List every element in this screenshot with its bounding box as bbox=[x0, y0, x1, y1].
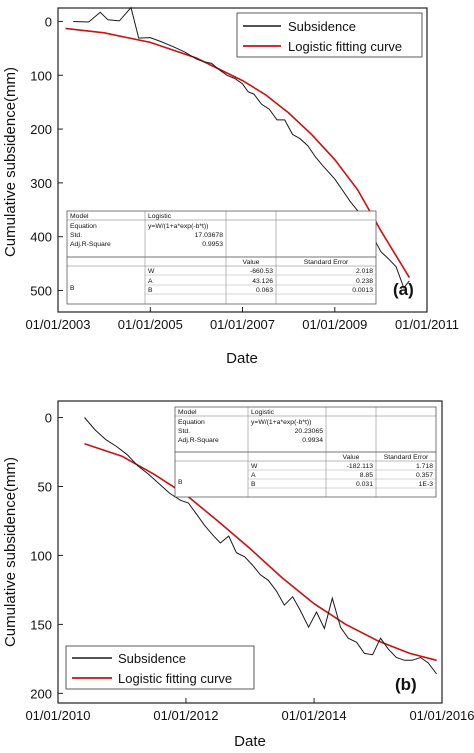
chart-a-table-param-w-name: W bbox=[148, 268, 155, 275]
chart-b-legend-box bbox=[65, 645, 255, 690]
chart-b-table-std-label: Std. bbox=[178, 428, 190, 435]
chart-b-legend-label-subsidence: Subsidence bbox=[118, 651, 186, 666]
chart-a-table-model-value: Logistic bbox=[148, 213, 172, 220]
chart-b-table-value-header: Value bbox=[343, 454, 360, 461]
chart-b-x-tick-label: 01/01/2010 bbox=[25, 708, 90, 723]
chart-b-table-stderr-header: Standard Error bbox=[384, 454, 429, 461]
chart-b-table-equation-value: y=W/(1+a*exp(-b*t)) bbox=[251, 419, 311, 426]
chart-b-table-param-b-stderr: 1E-3 bbox=[419, 481, 434, 488]
chart-a-table-param-b-name: B bbox=[148, 287, 153, 294]
chart-b-y-ticks: 0 50 100 150 200 bbox=[30, 411, 63, 701]
chart-a-x-tick-label: 01/01/2007 bbox=[210, 317, 275, 332]
chart-b-table-std-value: 20.23065 bbox=[295, 428, 324, 435]
chart-b-table-equation-label: Equation bbox=[178, 419, 205, 426]
chart-b-x-tick-label: 01/01/2012 bbox=[153, 708, 218, 723]
chart-b-table-param-a-name: A bbox=[251, 472, 256, 479]
chart-b-legend: Subsidence Logistic fitting curve bbox=[65, 645, 255, 690]
chart-b-x-tick-label: 01/01/2016 bbox=[409, 708, 474, 723]
chart-a-panel-label: (a) bbox=[393, 280, 414, 299]
chart-a-table-param-w-stderr: 2.018 bbox=[356, 268, 373, 275]
chart-a-legend-box bbox=[236, 12, 423, 58]
chart-a-y-tick-label: 300 bbox=[30, 176, 52, 191]
chart-a-x-ticks: 01/01/2003 01/01/2005 01/01/2007 01/01/2009… bbox=[25, 307, 459, 332]
chart-b-y-tick-label: 200 bbox=[30, 686, 52, 701]
chart-b-table-adjr-label: Adj.R-Square bbox=[178, 437, 219, 444]
chart-a-y-tick-label: 100 bbox=[30, 68, 52, 83]
chart-a-table-std-value: 17.03678 bbox=[195, 232, 224, 239]
chart-a-table-equation-value: y=W/(1+a*exp(-b*t)) bbox=[148, 223, 208, 230]
chart-b-table-group-label: B bbox=[178, 479, 183, 486]
chart-b-table-adjr-value: 0.9934 bbox=[302, 437, 323, 444]
chart-a-series-logistic-fit bbox=[65, 27, 411, 279]
chart-a-x-tick-label: 01/01/2005 bbox=[118, 317, 183, 332]
chart-b-table-model-label: Model bbox=[178, 409, 197, 416]
chart-a-legend-label-subsidence: Subsidence bbox=[288, 19, 356, 34]
chart-a-y-tick-label: 400 bbox=[30, 230, 52, 245]
chart-a-legend: Subsidence Logistic fitting curve bbox=[236, 12, 423, 58]
chart-b-x-axis-label: Date bbox=[234, 733, 266, 750]
chart-a-table-param-a-stderr: 0.238 bbox=[356, 278, 373, 285]
chart-a-table-param-b-stderr: 0.0013 bbox=[352, 287, 373, 294]
chart-a-y-ticks: 0 100 200 300 400 500 bbox=[30, 14, 63, 298]
chart-a-stats-table: Model Logistic Equation y=W/(1+a*exp(-b*… bbox=[66, 210, 377, 305]
chart-a-table-value-header: Value bbox=[243, 259, 260, 266]
chart-b-y-tick-label: 100 bbox=[30, 548, 52, 563]
chart-a-y-tick-label: 500 bbox=[30, 283, 52, 298]
chart-b-table-param-a-stderr: 0.357 bbox=[416, 472, 433, 479]
chart-a-table-param-b-value: 0.063 bbox=[256, 287, 273, 294]
chart-b-legend-label-logistic: Logistic fitting curve bbox=[118, 671, 232, 686]
chart-a-y-tick-label: 200 bbox=[30, 122, 52, 137]
chart-b-table-param-w-stderr: 1.718 bbox=[416, 463, 433, 470]
chart-b-y-axis-label: Cumulative subsidence(mm) bbox=[2, 457, 19, 647]
chart-b-table-param-b-value: 0.031 bbox=[356, 481, 373, 488]
chart-b-panel-label: (b) bbox=[395, 675, 417, 694]
chart-a-x-tick-label: 01/01/2009 bbox=[302, 317, 367, 332]
chart-a-table-param-a-value: 43.126 bbox=[252, 278, 273, 285]
chart-a-legend-label-logistic: Logistic fitting curve bbox=[288, 39, 402, 54]
chart-b-series-logistic-fit bbox=[84, 442, 437, 662]
chart-a-table-model-label: Model bbox=[70, 213, 89, 220]
chart-b-table-model-value: Logistic bbox=[251, 409, 275, 416]
chart-a-x-axis-label: Date bbox=[226, 350, 258, 367]
chart-b-series-subsidence bbox=[84, 417, 437, 675]
chart-a-x-tick-label: 01/01/2011 bbox=[395, 317, 459, 332]
chart-a-table-equation-label: Equation bbox=[70, 223, 97, 230]
chart-b-table-param-a-value: 8.85 bbox=[360, 472, 373, 479]
chart-b-x-ticks: 01/01/2010 01/01/2012 01/01/2014 01/01/2016 bbox=[25, 698, 474, 723]
chart-a-x-tick-label: 01/01/2003 bbox=[25, 317, 90, 332]
chart-b-table-param-w-value: -182.113 bbox=[347, 463, 374, 470]
chart-b-y-tick-label: 150 bbox=[30, 617, 52, 632]
chart-a-table-group-label: B bbox=[70, 285, 75, 292]
chart-a-table-stderr-header: Standard Error bbox=[304, 259, 349, 266]
chart-a-table-std-label: Std. bbox=[70, 232, 82, 239]
chart-b-table-param-w-name: W bbox=[251, 463, 258, 470]
chart-b-stats-table: Model Logistic Equation y=W/(1+a*exp(-b*… bbox=[174, 406, 437, 498]
chart-b-x-tick-label: 01/01/2014 bbox=[282, 708, 347, 723]
chart-b-y-tick-label: 0 bbox=[45, 411, 52, 426]
chart-a-y-tick-label: 0 bbox=[45, 14, 52, 29]
chart-a-y-axis-label: Cumulative subsidence(mm) bbox=[2, 67, 19, 257]
chart-b-table-param-b-name: B bbox=[251, 481, 256, 488]
chart-a-table-adjr-value: 0.9953 bbox=[202, 241, 223, 248]
chart-b-y-tick-label: 50 bbox=[38, 479, 52, 494]
chart-a-table-param-a-name: A bbox=[148, 278, 153, 285]
chart-a-table-param-w-value: -660.53 bbox=[250, 268, 273, 275]
chart-a-table-adjr-label: Adj.R-Square bbox=[70, 241, 111, 248]
